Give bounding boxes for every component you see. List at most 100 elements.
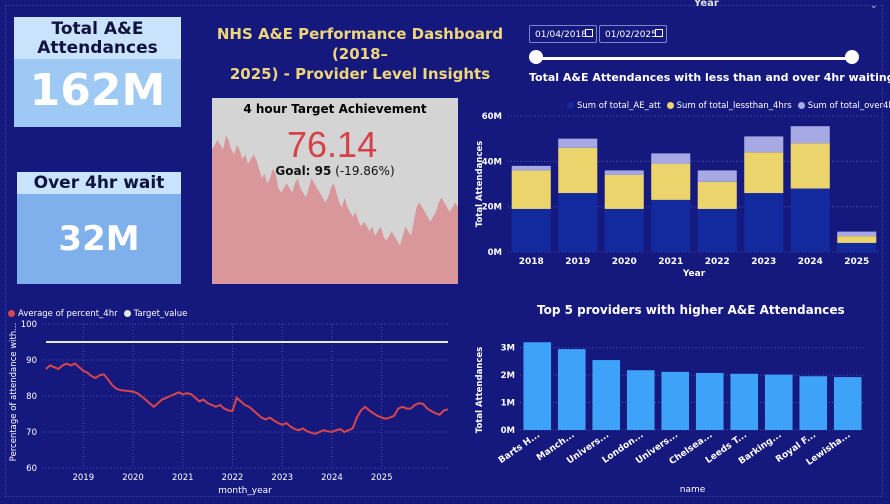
x-tick-label: 2022 [222, 473, 244, 483]
legend-dot-icon [123, 310, 131, 317]
line-legend-item[interactable]: Target_value [123, 308, 188, 319]
page-title-line2: 2025) - Provider Level Insights [229, 65, 491, 83]
stacked-bar-segment[interactable] [604, 174, 644, 209]
stacked-legend-item[interactable]: Sum of total_AE_att [567, 101, 661, 111]
gauge-trend-area [212, 135, 458, 284]
kpi-total-label-line2: Attendances [37, 38, 158, 58]
legend-dot-icon [567, 102, 574, 109]
y-tick-label: 80 [26, 392, 37, 402]
stacked-bar-segment[interactable] [558, 193, 598, 252]
gauge-goal-value: 95 [314, 164, 332, 178]
x-tick-label: 2020 [122, 473, 144, 483]
y-tick-label: 0M [488, 248, 502, 258]
y-tick-label: 1M [501, 399, 515, 409]
stacked-bar-segment[interactable] [651, 153, 691, 164]
stacked-bar-segment[interactable] [790, 188, 830, 252]
slicer-chevron-icon[interactable]: ⌄ [870, 1, 878, 11]
slicer-year-label: Year [694, 0, 719, 9]
stacked-bar-segment[interactable] [837, 242, 877, 252]
x-tick-label: 2019 [565, 257, 590, 267]
gauge-card[interactable]: 4 hour Target Achievement 76.14 Goal: 95… [212, 98, 458, 284]
kpi-over4-value: 32M [17, 194, 181, 284]
stacked-bar-segment[interactable] [651, 199, 691, 252]
provider-bar[interactable] [799, 376, 828, 430]
stacked-bar-segment[interactable] [604, 208, 644, 252]
provider-bar[interactable] [730, 373, 759, 430]
legend-dot-icon [666, 102, 674, 109]
y-tick-label: 60M [482, 112, 502, 122]
stacked-bar-segment[interactable] [511, 170, 551, 209]
stacked-legend-item[interactable]: Sum of total_lessthan_4hrs [666, 101, 792, 111]
slicer-start-date[interactable]: 01/04/2018 [529, 25, 597, 43]
line-chart[interactable]: 60 70 80 90 100 2019 2020 2021 2022 2023 2024 2025 m… [5, 312, 465, 497]
y-tick-label: 70 [26, 428, 37, 438]
stacked-bar-segment[interactable] [697, 208, 737, 252]
calendar-icon [585, 29, 593, 37]
stacked-bar-chart[interactable]: 0M 20M 40M 60M 2018 2019 2020 2021 2022 2023 2024 2… [470, 105, 885, 285]
kpi-over4-card[interactable]: Over 4hr wait 32M [17, 172, 181, 284]
slicer-track[interactable] [537, 57, 852, 60]
x-tick-label: 2024 [798, 257, 823, 267]
x-tick-label: 2022 [705, 257, 730, 267]
line-legend-item[interactable]: Average of percent_4hr [8, 309, 118, 319]
stacked-chart-legend: Sum of total_AE_att Sum of total_lessthan… [567, 94, 890, 113]
gauge-title: 4 hour Target Achievement [243, 102, 427, 116]
provider-bar[interactable] [557, 349, 586, 430]
stacked-bar-segment[interactable] [558, 138, 598, 148]
stacked-bar-segment[interactable] [790, 126, 830, 144]
gauge-value: 76.14 [287, 124, 378, 165]
provider-bar[interactable] [661, 371, 690, 430]
y-axis-title: Total Attendances [475, 347, 485, 433]
y-axis-title: Total Attendances [475, 141, 485, 227]
y-tick-label: 20M [482, 203, 502, 213]
legend-dot-icon [8, 310, 15, 317]
page-title-line1: NHS A&E Performance Dashboard (2018– [216, 25, 504, 63]
stacked-legend-label: Sum of total_AE_att [577, 100, 661, 111]
stacked-bar-segment[interactable] [697, 170, 737, 182]
slicer-start-date-text: 01/04/2018 [535, 30, 587, 40]
stacked-bar-segment[interactable] [744, 136, 784, 153]
stacked-bar-segment[interactable] [790, 143, 830, 189]
provider-bar[interactable] [523, 342, 552, 430]
kpi-over4-label: Over 4hr wait [17, 172, 181, 194]
x-tick-label: 2021 [658, 257, 683, 267]
stacked-bar-segment[interactable] [604, 170, 644, 175]
stacked-legend-item[interactable]: Sum of total_over4hrs [797, 101, 890, 111]
gauge-goal: Goal: 95 (-19.86%) [212, 164, 458, 178]
kpi-total-value: 162M [29, 65, 166, 116]
provider-bar[interactable] [833, 377, 862, 430]
slicer-end-date[interactable]: 01/02/2025 [599, 25, 667, 43]
stacked-bar-segment[interactable] [511, 208, 551, 252]
provider-bar[interactable] [592, 360, 621, 430]
x-tick-label: 2023 [271, 473, 293, 483]
x-tick-label: 2023 [751, 257, 776, 267]
kpi-total-card[interactable]: Total A&E Attendances 162M [14, 17, 181, 127]
stacked-chart-title: Total A&E Attendances with less than and… [529, 71, 890, 84]
stacked-bar-segment[interactable] [837, 236, 877, 243]
stacked-bar-segment[interactable] [697, 181, 737, 209]
stacked-bar-segment[interactable] [744, 152, 784, 194]
x-tick-label: 2024 [321, 473, 343, 483]
y-tick-label: 60 [26, 464, 37, 474]
percent-4hr-line[interactable] [45, 362, 449, 435]
x-tick-label: 2020 [612, 257, 637, 267]
kpi-total-label-line1: Total A&E [51, 19, 144, 39]
stacked-bar-segment[interactable] [651, 163, 691, 200]
line-legend-label: Target_value [133, 308, 188, 319]
y-tick-label: 2M [501, 371, 515, 381]
stacked-bar-segment[interactable] [744, 193, 784, 252]
provider-bar[interactable] [626, 370, 655, 430]
dashboard-frame [5, 5, 883, 497]
slicer-handle-end[interactable] [845, 50, 859, 64]
stacked-bar-segment[interactable] [558, 147, 598, 194]
provider-bar[interactable] [695, 372, 724, 430]
slicer-handle-start[interactable] [529, 50, 543, 64]
x-axis-title: month_year [218, 486, 272, 496]
x-tick-label: 2025 [371, 473, 393, 483]
stacked-bar-segment[interactable] [511, 165, 551, 171]
stacked-bar-segment[interactable] [837, 231, 877, 237]
y-tick-label: 100 [21, 320, 37, 330]
x-tick-label: 2025 [844, 257, 869, 267]
provider-bar[interactable] [764, 374, 793, 430]
